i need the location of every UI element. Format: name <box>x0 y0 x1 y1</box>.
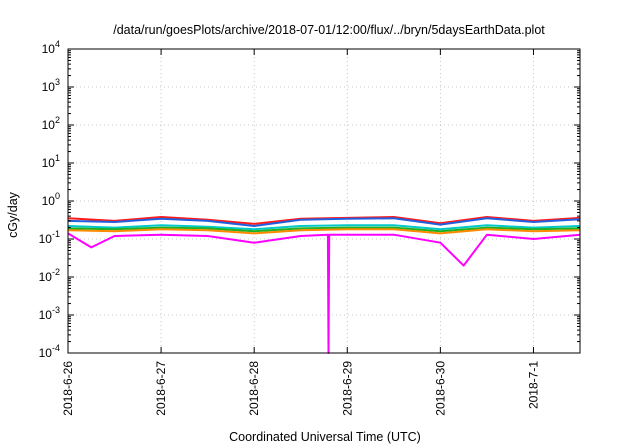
y-tick-label: 101 <box>42 153 60 170</box>
y-tick-label: 100 <box>42 191 60 208</box>
series-line-6 <box>67 232 581 354</box>
x-tick-label: 2018-6-29 <box>340 361 354 416</box>
series-line-4 <box>67 226 581 233</box>
chart-title: /data/run/goesPlots/archive/2018-07-01/1… <box>113 23 545 37</box>
y-axis-label: cGy/day <box>6 191 20 238</box>
y-tick-label: 10-3 <box>39 305 60 322</box>
series-layer <box>67 216 581 354</box>
x-tick-label: 2018-6-28 <box>247 361 261 416</box>
y-tick-label: 10-1 <box>39 229 60 246</box>
series-line-2 <box>67 217 581 227</box>
y-tick-label: 10-4 <box>39 343 60 360</box>
series-line-5 <box>67 228 581 235</box>
x-axis-label: Coordinated Universal Time (UTC) <box>229 430 421 444</box>
grid <box>67 48 580 354</box>
series-line-3 <box>67 224 581 231</box>
x-tick-label: 2018-7-1 <box>526 361 540 409</box>
y-tick-label: 10-2 <box>39 267 60 284</box>
x-tick-label: 2018-6-27 <box>154 361 168 416</box>
x-tick-label: 2018-6-30 <box>433 361 447 416</box>
axis-ticks: 10-4 10-3 10-2 10-1 100 101 102 103 104 2018-6-26… <box>39 39 580 416</box>
y-tick-label: 102 <box>42 115 60 132</box>
y-tick-label: 104 <box>42 39 60 56</box>
y-tick-label: 103 <box>42 77 60 94</box>
x-tick-label: 2018-6-26 <box>61 361 75 416</box>
